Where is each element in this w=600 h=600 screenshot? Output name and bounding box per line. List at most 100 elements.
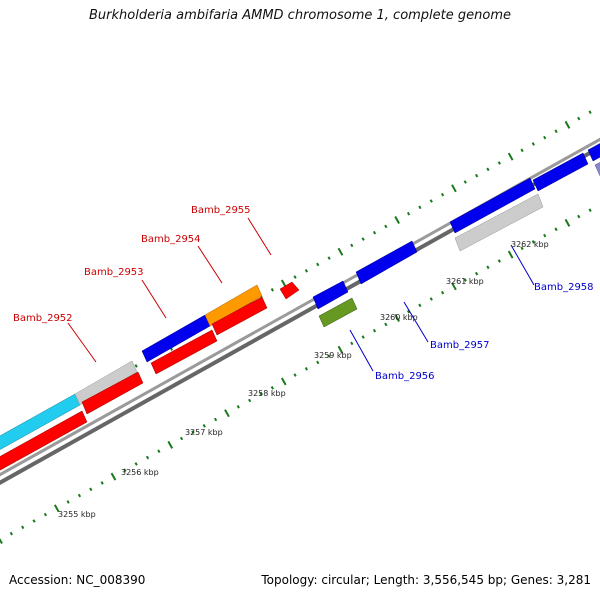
tick-mark bbox=[179, 436, 184, 441]
kbp-label: 3256 kbp bbox=[121, 468, 159, 477]
accession-text: Accession: NC_008390 bbox=[9, 573, 146, 587]
tick-mark bbox=[304, 367, 308, 371]
tick-mark bbox=[554, 227, 558, 232]
tick-mark bbox=[316, 360, 320, 365]
tick-mark bbox=[406, 309, 411, 314]
gene-label: Bamb_2955 bbox=[191, 205, 251, 216]
reverse-genes bbox=[0, 162, 600, 471]
tick-mark bbox=[564, 218, 571, 227]
tick-mark bbox=[372, 230, 377, 235]
gene-feature bbox=[532, 152, 589, 192]
gene-feature bbox=[454, 193, 544, 252]
genome-stats-text: Topology: circular; Length: 3,556,545 bp… bbox=[261, 573, 591, 587]
genome-title: Burkholderia ambifaria AMMD chromosome 1… bbox=[88, 8, 512, 23]
kbp-label: 3259 kbp bbox=[314, 351, 352, 360]
tick-mark bbox=[53, 504, 60, 513]
tick-mark bbox=[418, 205, 422, 210]
tick-mark bbox=[280, 377, 287, 386]
tick-mark bbox=[202, 424, 206, 428]
gene-feature bbox=[355, 240, 418, 285]
forward-genes bbox=[0, 143, 600, 450]
tick-mark bbox=[66, 500, 70, 504]
kbp-label: 3262 kbp bbox=[511, 240, 549, 249]
tick-mark bbox=[110, 472, 117, 481]
gene-feature bbox=[0, 410, 88, 471]
tick-mark bbox=[507, 152, 514, 161]
tick-mark bbox=[327, 256, 331, 260]
kbp-labels: 3255 kbp 3256 kbp 3257 kbp 3258 kbp 3259… bbox=[58, 240, 549, 519]
tick-mark bbox=[224, 409, 230, 418]
tick-mark bbox=[350, 243, 354, 248]
tick-mark bbox=[89, 487, 93, 492]
tick-mark bbox=[475, 271, 479, 276]
gene-feature bbox=[279, 281, 300, 300]
tick-mark bbox=[486, 265, 490, 270]
tick-mark bbox=[337, 345, 344, 354]
kbp-label: 3255 kbp bbox=[58, 510, 96, 519]
tick-mark bbox=[463, 278, 467, 282]
tick-mark bbox=[577, 214, 581, 219]
tick-mark bbox=[77, 493, 82, 498]
tick-mark bbox=[441, 290, 445, 295]
tick-mark bbox=[157, 449, 161, 453]
tick-mark bbox=[451, 282, 457, 291]
gene-feature bbox=[449, 177, 536, 234]
tick-mark bbox=[384, 322, 388, 327]
gene-label: Bamb_2953 bbox=[84, 267, 144, 278]
tick-mark bbox=[577, 116, 581, 121]
tick-mark bbox=[236, 405, 240, 409]
gene-feature bbox=[211, 296, 268, 336]
gene-label: Bamb_2954 bbox=[141, 234, 201, 245]
tick-mark bbox=[100, 481, 104, 485]
tick-mark bbox=[293, 275, 297, 279]
tick-mark bbox=[475, 173, 479, 178]
tick-mark bbox=[214, 417, 218, 422]
tick-mark bbox=[418, 303, 422, 308]
tick-mark bbox=[441, 192, 445, 197]
kbp-label: 3261 kbp bbox=[446, 277, 484, 286]
tick-mark bbox=[191, 430, 195, 434]
gene-labels: Bamb_2952 Bamb_2953 Bamb_2954 Bamb_2955 … bbox=[13, 205, 594, 382]
gene-feature bbox=[594, 162, 600, 177]
gene-label: Bamb_2958 bbox=[534, 282, 594, 293]
tick-mark bbox=[486, 167, 490, 172]
kbp-label: 3258 kbp bbox=[248, 389, 286, 398]
gene-feature bbox=[318, 297, 358, 328]
gene-feature bbox=[74, 360, 138, 406]
tick-mark bbox=[564, 120, 571, 129]
gene-feature bbox=[587, 143, 600, 162]
tick-mark bbox=[337, 247, 344, 256]
tick-mark bbox=[507, 250, 514, 259]
kbp-label: 3257 kbp bbox=[185, 428, 223, 437]
tick-mark bbox=[429, 297, 433, 301]
tick-mark bbox=[327, 354, 331, 358]
tick-mark bbox=[520, 246, 524, 251]
tick-mark bbox=[497, 161, 501, 165]
tick-mark bbox=[123, 468, 127, 473]
tick-mark bbox=[32, 519, 36, 523]
tick-mark bbox=[316, 262, 320, 267]
gene-feature bbox=[204, 284, 263, 327]
tick-mark bbox=[451, 184, 457, 193]
tick-mark bbox=[372, 328, 377, 333]
tick-mark bbox=[248, 398, 252, 403]
tick-mark bbox=[497, 259, 501, 263]
tick-mark bbox=[43, 512, 47, 517]
tick-mark bbox=[429, 199, 433, 203]
gene-feature bbox=[312, 280, 349, 310]
tick-mark bbox=[463, 180, 467, 184]
tick-mark bbox=[361, 237, 365, 241]
tick-mark bbox=[0, 537, 3, 544]
chromosome-backbone bbox=[0, 130, 600, 485]
tick-mark bbox=[280, 279, 287, 288]
tick-mark bbox=[134, 462, 138, 466]
tick-mark bbox=[531, 142, 535, 146]
tick-mark bbox=[543, 135, 547, 140]
tick-mark bbox=[531, 240, 535, 244]
tick-mark bbox=[259, 392, 263, 396]
gene-feature bbox=[81, 371, 144, 415]
gene-label: Bamb_2952 bbox=[13, 313, 73, 324]
tick-mark bbox=[520, 148, 524, 153]
tick-mark bbox=[304, 269, 308, 273]
